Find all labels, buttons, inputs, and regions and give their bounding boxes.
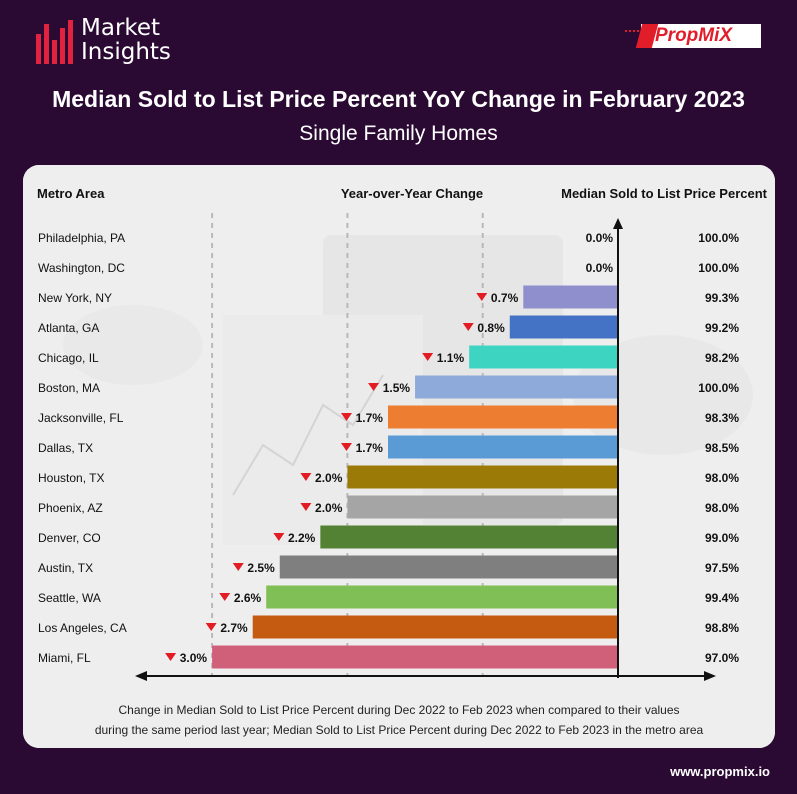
bar [320,525,618,549]
header-yoy-change: Year-over-Year Change [341,186,483,201]
metro-label: Denver, CO [38,531,101,545]
yoy-label: 0.0% [586,231,614,245]
down-arrow-icon [340,443,352,451]
metro-label: New York, NY [38,291,112,305]
footnote-line1: Change in Median Sold to List Price Perc… [118,703,680,717]
median-value-label: 98.2% [705,351,739,365]
bar [509,315,618,339]
metro-label: Phoenix, AZ [38,501,103,515]
down-arrow-icon [219,593,231,601]
down-arrow-icon [273,533,285,541]
bar [387,405,618,429]
header-metro-area: Metro Area [37,186,105,201]
x-axis-right-arrow-icon [704,671,716,681]
bar [523,285,618,309]
bar [415,375,618,399]
metro-label: Austin, TX [38,561,93,575]
bar [469,345,618,369]
metro-label: Dallas, TX [38,441,93,455]
metro-label: Boston, MA [38,381,100,395]
median-value-label: 97.5% [705,561,739,575]
median-value-label: 98.5% [705,441,739,455]
market-insights-logo: Market Insights [36,16,171,64]
bar [212,645,618,669]
median-value-label: 97.0% [705,651,739,665]
yoy-label: 0.7% [491,291,519,305]
down-arrow-icon [232,563,244,571]
median-value-label: 99.3% [705,291,739,305]
down-arrow-icon [340,413,352,421]
metro-label: Philadelphia, PA [38,231,125,245]
bar [252,615,618,639]
down-arrow-icon [476,293,488,301]
page-subtitle: Single Family Homes [299,122,498,145]
down-arrow-icon [165,653,177,661]
brand-name: PropMiX [655,25,733,46]
median-value-label: 100.0% [698,381,739,395]
median-value-label: 100.0% [698,231,739,245]
bar [347,495,618,519]
x-axis-left-arrow-icon [135,671,147,681]
metro-label: Houston, TX [38,471,104,485]
propmix-logo: PropMiX [625,24,761,48]
down-arrow-icon [300,473,312,481]
y-axis-arrow-icon [613,218,623,229]
website-url[interactable]: www.propmix.io [670,764,770,779]
yoy-label: 2.6% [234,591,262,605]
down-arrow-icon [300,503,312,511]
yoy-label: 2.2% [288,531,316,545]
logo-line1: Market [81,15,161,41]
yoy-label: 1.1% [437,351,465,365]
yoy-label: 2.5% [247,561,275,575]
header-median-sold-to-list: Median Sold to List Price Percent [561,186,768,201]
yoy-label: 2.0% [315,471,343,485]
median-value-label: 98.0% [705,471,739,485]
metro-label: Atlanta, GA [38,321,99,335]
yoy-label: 1.7% [356,411,384,425]
chart-card: Metro Area Year-over-Year Change Median So… [23,165,775,748]
bar [347,465,618,489]
median-value-label: 99.4% [705,591,739,605]
bar [266,585,618,609]
page-title: Median Sold to List Price Percent YoY Ch… [52,86,745,112]
median-value-label: 98.0% [705,501,739,515]
bar [279,555,618,579]
yoy-label: 3.0% [180,651,208,665]
bar-chart: Metro Area Year-over-Year Change Median So… [37,186,768,681]
median-value-label: 100.0% [698,261,739,275]
yoy-label: 0.0% [586,261,614,275]
metro-label: Jacksonville, FL [38,411,124,425]
median-value-label: 98.8% [705,621,739,635]
yoy-label: 1.5% [383,381,411,395]
metro-label: Los Angeles, CA [38,621,127,635]
median-value-label: 99.2% [705,321,739,335]
median-value-label: 99.0% [705,531,739,545]
median-value-label: 98.3% [705,411,739,425]
metro-label: Miami, FL [38,651,91,665]
metro-label: Washington, DC [38,261,125,275]
down-arrow-icon [205,623,217,631]
footnote-line2: during the same period last year; Median… [94,723,704,737]
bar [387,435,618,459]
down-arrow-icon [422,353,434,361]
footnote: Change in Median Sold to List Price Perc… [23,700,775,740]
yoy-label: 1.7% [356,441,384,455]
yoy-label: 0.8% [477,321,505,335]
yoy-label: 2.0% [315,501,343,515]
metro-label: Seattle, WA [38,591,101,605]
metro-label: Chicago, IL [38,351,99,365]
yoy-label: 2.7% [220,621,248,635]
down-arrow-icon [368,383,380,391]
down-arrow-icon [462,323,474,331]
bar-chart-icon [36,16,73,64]
logo-line2: Insights [81,39,171,65]
